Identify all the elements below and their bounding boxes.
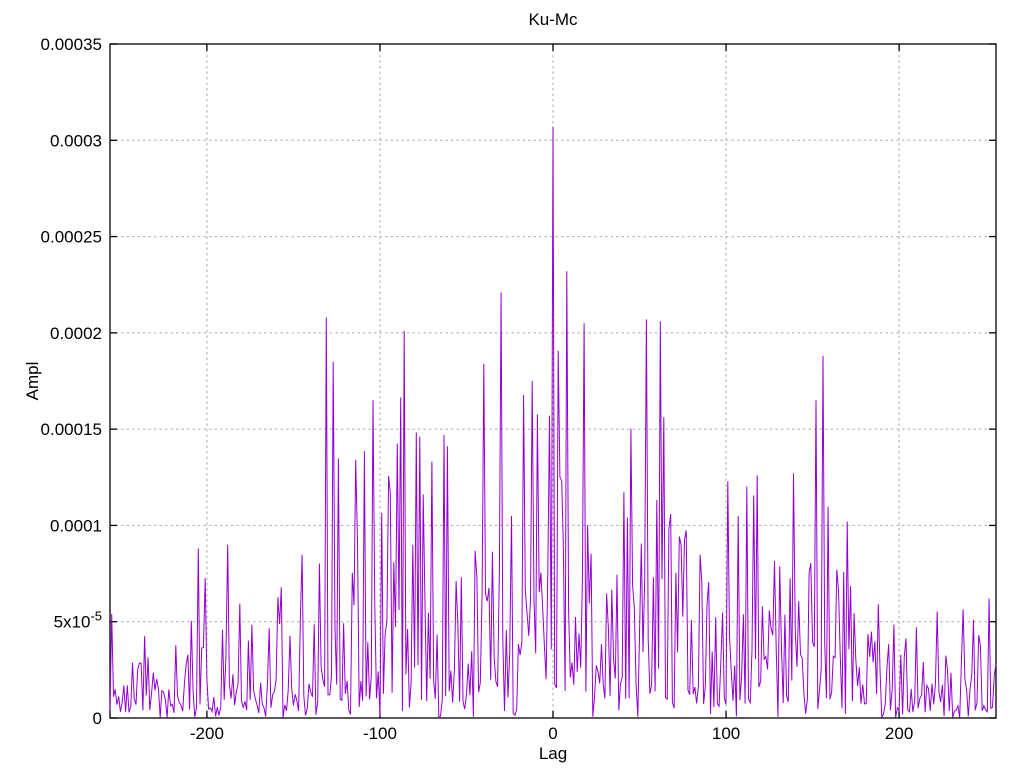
y-tick-label: 5x10-5	[54, 609, 102, 632]
y-tick-label: 0.0003	[50, 131, 102, 150]
x-tick-label: 200	[885, 724, 913, 743]
y-tick-label: 0.00035	[41, 35, 102, 54]
y-tick-labels: 0 5x10-5 0.0001 0.00015 0.0002 0.00025 0.0003 0…	[41, 35, 102, 728]
x-tick-label: -100	[363, 724, 397, 743]
x-tick-label: -200	[190, 724, 224, 743]
chart-title: Ku-Mc	[528, 10, 578, 29]
data-series	[109, 126, 997, 718]
data-series-line	[109, 126, 997, 718]
x-tick-labels: -200 -100 0 100 200	[190, 724, 913, 743]
x-axis-label: Lag	[539, 744, 567, 763]
y-axis-label: Ampl	[23, 362, 42, 401]
y-tick-label: 0.00025	[41, 228, 102, 247]
plot-border	[109, 43, 997, 719]
y-tick-label: 0.0001	[50, 516, 102, 535]
y-tick-label: 0	[93, 709, 102, 728]
x-tick-label: 0	[548, 724, 557, 743]
y-tick-label: 0.00015	[41, 420, 102, 439]
y-tick-label: 0.0002	[50, 324, 102, 343]
x-tick-label: 100	[712, 724, 740, 743]
